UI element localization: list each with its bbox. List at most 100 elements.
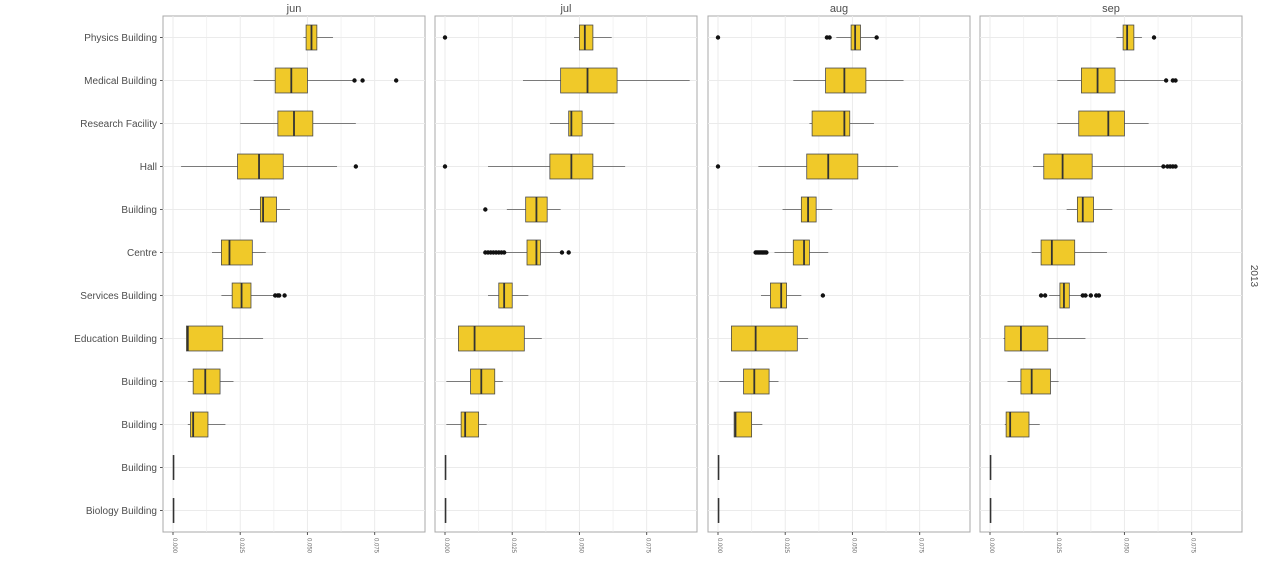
box-sep-9 (1004, 411, 1040, 438)
outlier-point (1096, 293, 1102, 298)
outlier-point (353, 164, 359, 169)
outlier-point (1038, 293, 1044, 298)
outlier-point (764, 250, 769, 255)
outlier-point (1042, 293, 1048, 298)
box-jun-4 (249, 196, 290, 223)
box-jul-9 (446, 411, 487, 438)
category-label: Biology Building (86, 506, 157, 517)
iqr-box (1005, 411, 1030, 438)
iqr-box (1122, 24, 1135, 51)
category-label: Education Building (74, 334, 157, 345)
box-jul-5 (483, 239, 571, 266)
x-tick-label: 0.075 (918, 538, 924, 554)
x-tick-label: 0.075 (373, 538, 379, 554)
outlier-point (1173, 164, 1178, 169)
box-jul-1 (522, 67, 690, 94)
box-jul-3 (442, 153, 626, 180)
box-jul-6 (488, 282, 529, 309)
iqr-box (1040, 239, 1076, 266)
iqr-box (526, 239, 541, 266)
box-jul-8 (446, 368, 503, 395)
outlier-point (483, 207, 488, 212)
outlier-point (1083, 293, 1088, 298)
box-sep-6 (1038, 282, 1102, 309)
category-label: Services Building (80, 291, 157, 302)
x-tick-label: 0.025 (238, 538, 244, 554)
facet-panel-jun: jun 0.000 0.025 0.050 0.075 (162, 3, 426, 554)
iqr-box (731, 325, 798, 352)
outlier-point (820, 293, 826, 298)
box-sep-0 (1116, 24, 1157, 51)
panel-background (434, 15, 698, 533)
box-aug-5 (753, 239, 829, 266)
outlier-point (715, 164, 721, 169)
x-tick-label: 0.075 (645, 538, 651, 554)
iqr-box (192, 368, 221, 395)
outlier-point (442, 164, 448, 169)
x-tick-label: 0.000 (988, 538, 994, 554)
box-sep-1 (1057, 67, 1178, 94)
box-jul-7 (458, 325, 542, 352)
box-sep-7 (1003, 325, 1086, 352)
outlier-point (559, 250, 565, 255)
iqr-box (1004, 325, 1049, 352)
outlier-point (282, 293, 287, 298)
box-aug-6 (761, 282, 826, 309)
box-jun-0 (303, 24, 333, 51)
category-label: Centre (127, 248, 157, 259)
x-tick-label: 0.050 (1122, 538, 1128, 554)
outlier-point (827, 35, 832, 40)
facet-panels: jun 0.000 0.025 0.050 0.075 jul 0.000 0.025 0.05… (162, 3, 1243, 554)
outlier-point (360, 78, 365, 83)
iqr-box (460, 411, 480, 438)
box-jun-3 (181, 153, 359, 180)
facet-title: jun (286, 3, 302, 15)
facet-panel-sep: sep 0.000 0.025 0.050 0.075 (979, 3, 1243, 554)
outlier-point (874, 35, 879, 40)
iqr-box (825, 67, 867, 94)
box-sep-5 (1031, 239, 1107, 266)
outlier-point (1173, 78, 1178, 83)
box-sep-3 (1033, 153, 1178, 180)
box-sep-2 (1057, 110, 1149, 137)
x-tick-label: 0.000 (443, 538, 449, 554)
box-aug-3 (715, 153, 899, 180)
outlier-point (1151, 35, 1157, 40)
panel-background (979, 15, 1243, 533)
box-jun-8 (187, 368, 234, 395)
facet-panel-aug: aug 0.000 0.025 0.050 0.075 (707, 3, 971, 554)
iqr-box (259, 196, 277, 223)
box-jul-2 (549, 110, 615, 137)
box-aug-7 (731, 325, 809, 352)
box-aug-0 (715, 24, 879, 51)
iqr-box (770, 282, 787, 309)
iqr-box (1043, 153, 1093, 180)
iqr-box (190, 411, 209, 438)
facet-strip-label: 2013 (1248, 265, 1259, 288)
iqr-box (277, 110, 314, 137)
box-jun-6 (221, 282, 287, 309)
iqr-box (792, 239, 810, 266)
category-label: Building (121, 463, 157, 474)
box-jun-9 (187, 411, 226, 438)
outlier-point (566, 250, 571, 255)
box-jul-0 (442, 24, 612, 51)
category-labels: Physics Building Medical Building Research… (74, 33, 163, 517)
iqr-box (470, 368, 496, 395)
box-sep-4 (1066, 196, 1113, 223)
outlier-point (277, 293, 282, 298)
x-tick-label: 0.000 (171, 538, 177, 554)
box-jun-2 (240, 110, 356, 137)
iqr-box (458, 325, 525, 352)
outlier-point (501, 250, 507, 255)
facet-title: aug (830, 3, 848, 15)
iqr-box (743, 368, 770, 395)
outlier-point (1163, 78, 1169, 83)
iqr-box (1020, 368, 1051, 395)
iqr-box (733, 411, 753, 438)
outlier-point (442, 35, 448, 40)
x-tick-label: 0.025 (1055, 538, 1061, 554)
facet-title: jul (559, 3, 571, 15)
iqr-box (579, 24, 594, 51)
